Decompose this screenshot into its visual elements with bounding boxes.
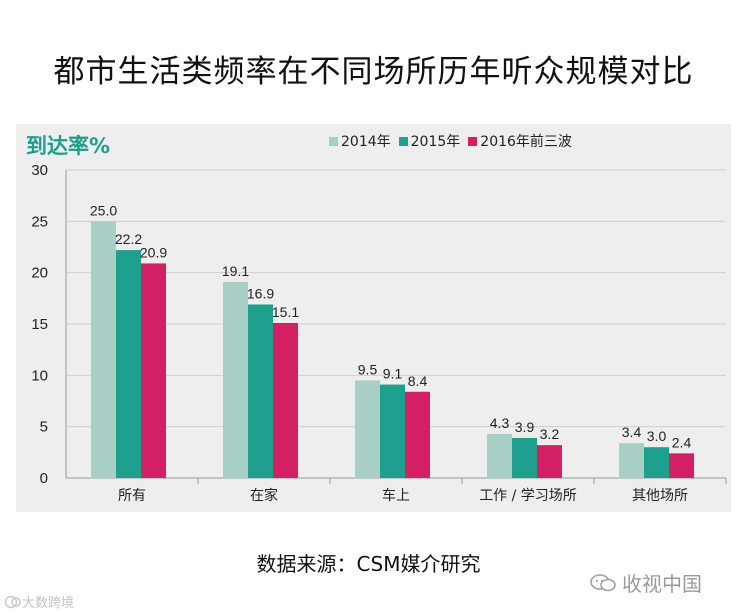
bar — [487, 433, 512, 478]
legend-item-2015: 2015年 — [398, 131, 461, 151]
y-tick-label: 25 — [31, 213, 48, 230]
data-label: 20.9 — [140, 244, 167, 260]
y-tick-label: 20 — [31, 265, 48, 282]
y-tick-label: 5 — [40, 419, 48, 436]
bar — [405, 391, 430, 478]
data-label: 8.4 — [408, 373, 428, 389]
bar — [512, 437, 537, 478]
legend-label-2015: 2015年 — [410, 134, 461, 150]
data-label: 2.4 — [672, 434, 692, 450]
bar — [669, 453, 694, 478]
bar — [380, 384, 405, 478]
x-tick-label: 其他场所 — [632, 488, 688, 504]
y-tick-label: 0 — [40, 470, 48, 487]
watermark-text: 收视中国 — [622, 572, 702, 596]
corner-logo-icon — [4, 595, 21, 608]
chart-legend: 2014年 2015年 2016年前三波 — [329, 131, 580, 151]
legend-swatch-2014 — [329, 136, 338, 146]
bar — [141, 263, 166, 478]
y-tick-label: 10 — [31, 367, 48, 384]
x-tick-label: 工作 / 学习场所 — [479, 488, 577, 504]
bar — [91, 221, 116, 479]
data-label: 9.1 — [383, 366, 403, 382]
data-label: 25.0 — [90, 202, 117, 218]
data-label: 4.3 — [490, 415, 510, 431]
bar — [355, 380, 380, 478]
y-tick-label: 30 — [31, 162, 48, 179]
bar — [248, 304, 273, 478]
data-label: 3.0 — [647, 428, 667, 444]
legend-label-2014: 2014年 — [341, 134, 391, 150]
watermark: 收视中国 — [590, 568, 702, 597]
wechat-icon — [590, 573, 616, 591]
y-tick-label: 15 — [31, 316, 48, 333]
data-label: 22.2 — [115, 231, 142, 247]
data-label: 9.5 — [358, 361, 378, 377]
legend-swatch-2016 — [468, 136, 478, 146]
bar — [644, 447, 669, 478]
bar — [223, 281, 248, 478]
legend-label-2016: 2016年前三波 — [480, 134, 572, 150]
source-note: 数据来源：CSM媒介研究 — [256, 552, 481, 576]
bar — [116, 250, 141, 478]
page-title: 都市生活类频率在不同场所历年听众规模对比 — [53, 54, 694, 90]
data-label: 19.1 — [222, 263, 249, 279]
x-tick-label: 车上 — [382, 487, 410, 504]
bar — [273, 322, 298, 478]
legend-swatch-2015 — [398, 136, 408, 146]
data-label: 16.9 — [247, 285, 274, 301]
legend-item-2014: 2014年 — [329, 131, 391, 151]
data-label: 3.4 — [622, 424, 642, 440]
data-label: 3.2 — [540, 426, 560, 442]
y-axis-label: 到达率% — [26, 134, 111, 158]
bar — [619, 443, 644, 478]
legend-item-2016: 2016年前三波 — [468, 131, 572, 151]
x-tick-label: 在家 — [250, 487, 278, 504]
bar — [537, 445, 562, 478]
data-label: 15.1 — [272, 304, 299, 320]
x-tick-label: 所有 — [118, 488, 146, 504]
data-label: 3.9 — [515, 419, 535, 435]
corner-watermark: 大数跨境 — [4, 592, 74, 611]
corner-watermark-text: 大数跨境 — [22, 596, 75, 611]
